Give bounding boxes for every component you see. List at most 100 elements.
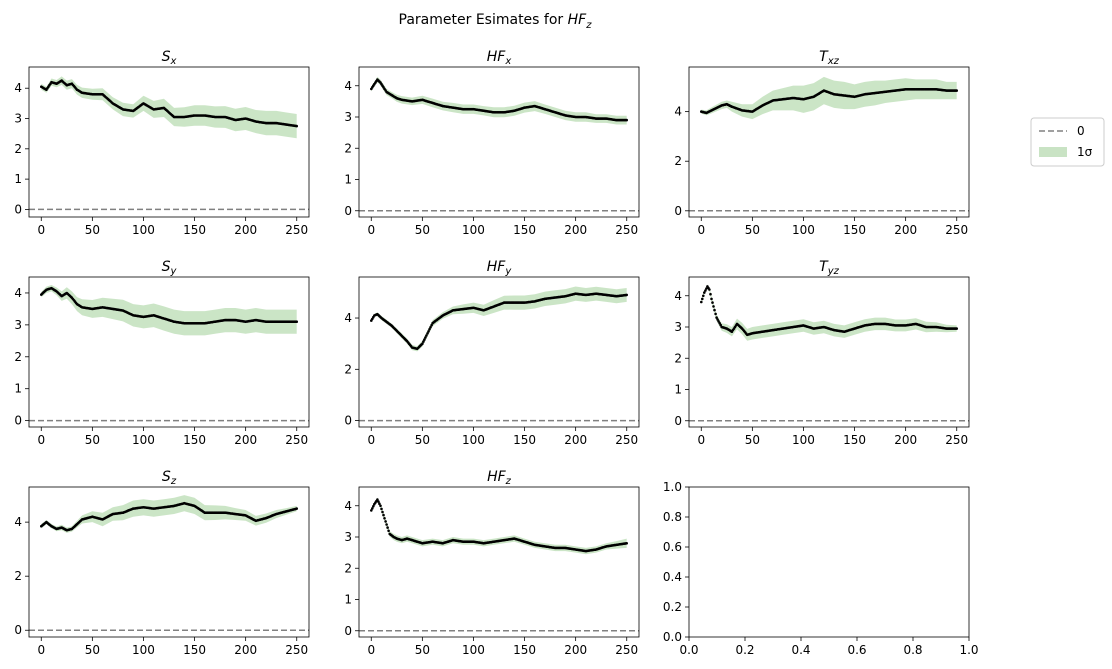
x-tick-label: 200 [234, 223, 257, 237]
estimate-point [371, 507, 374, 510]
subplot-title: Txz [819, 49, 839, 67]
figure-title-subscript: z [585, 20, 592, 31]
plot-area [359, 497, 639, 632]
subplot-3: Txz 0 50 100 150 200 250 0 2 4 [674, 49, 970, 237]
subplot-6: Tyz 0 50 100 150 200 250 0 1 2 3 4 [674, 259, 970, 447]
plot-area [29, 285, 309, 422]
estimate-point [702, 294, 705, 298]
estimate-point [386, 526, 389, 529]
plot-area [359, 76, 639, 212]
subplot-title: Sz [162, 469, 177, 487]
x-tick-label: 200 [894, 433, 917, 447]
x-tick-label: 50 [85, 223, 100, 237]
estimate-point [377, 500, 380, 503]
x-tick-label: 50 [85, 643, 100, 657]
y-tick-label: 2 [344, 561, 352, 575]
estimate-point [423, 338, 426, 341]
y-tick-label: 0 [14, 414, 22, 428]
sigma-band [371, 497, 627, 555]
y-tick-label: 0 [14, 623, 22, 637]
estimate-point [421, 342, 424, 346]
y-tick-label: 0.2 [663, 600, 682, 614]
y-tick-label: 0.4 [663, 570, 682, 584]
y-tick-label: 4 [344, 499, 352, 513]
x-tick-label: 200 [564, 223, 587, 237]
x-tick-label: 50 [415, 223, 430, 237]
y-tick-label: 1 [344, 593, 352, 607]
estimate-point [381, 510, 384, 514]
y-tick-label: 2 [344, 141, 352, 155]
estimate-series [40, 286, 299, 325]
x-tick-label: 0 [367, 643, 375, 657]
x-tick-label: 250 [285, 223, 308, 237]
plot-area [29, 495, 309, 631]
estimate-point [703, 291, 706, 294]
estimate-point [429, 326, 432, 329]
legend-label: 0 [1077, 124, 1085, 138]
estimate-point [705, 287, 708, 290]
subplot-8: HFz 0 50 100 150 200 250 0 1 2 3 4 [344, 469, 640, 657]
x-tick-label: 250 [945, 223, 968, 237]
x-tick-label: 50 [745, 223, 760, 237]
x-tick-label: 100 [462, 223, 485, 237]
x-tick-label: 0 [367, 433, 375, 447]
estimate-point [701, 297, 704, 301]
subplot-title: Sy [162, 259, 178, 277]
x-tick-label: 250 [285, 433, 308, 447]
x-tick-label: 150 [843, 433, 866, 447]
estimate-point [295, 507, 299, 510]
x-tick-label: 0 [37, 643, 45, 657]
y-tick-label: 4 [14, 286, 22, 300]
estimate-point [384, 520, 387, 523]
y-tick-label: 3 [674, 320, 682, 334]
estimate-point [425, 334, 428, 337]
x-tick-label: 150 [513, 643, 536, 657]
x-tick-label: 0.4 [791, 643, 810, 657]
estimate-point [383, 517, 386, 520]
estimate-point [714, 312, 717, 316]
x-tick-label: 250 [615, 223, 638, 237]
x-tick-label: 50 [415, 433, 430, 447]
legend-box [1030, 117, 1105, 167]
estimate-point [380, 507, 383, 511]
legend: 0 1σ [1030, 117, 1105, 167]
estimate-point [625, 542, 628, 545]
y-tick-label: 1 [14, 172, 22, 186]
subplot-2: HFx 0 50 100 150 200 250 0 1 2 3 4 [344, 49, 640, 237]
y-tick-label: 0.8 [663, 510, 682, 524]
y-tick-label: 4 [674, 105, 682, 119]
plot-area [359, 286, 639, 422]
y-tick-label: 2 [344, 362, 352, 376]
y-tick-label: 4 [344, 311, 352, 325]
x-tick-label: 200 [894, 223, 917, 237]
estimate-series [370, 78, 628, 122]
estimate-point [712, 305, 715, 308]
x-tick-label: 1.0 [959, 643, 978, 657]
x-tick-label: 250 [615, 433, 638, 447]
x-tick-label: 0.0 [679, 643, 698, 657]
x-tick-label: 100 [792, 433, 815, 447]
x-tick-label: 100 [462, 643, 485, 657]
axes-frame [688, 276, 970, 428]
axes-frame [358, 276, 640, 428]
subplot-title: HFy [487, 259, 513, 277]
estimate-point [708, 288, 711, 291]
x-tick-label: 0 [37, 433, 45, 447]
estimate-point [387, 529, 390, 533]
estimate-point [424, 336, 427, 339]
estimate-point [428, 328, 431, 331]
estimate-point [427, 330, 430, 333]
subplot-title: HFx [487, 49, 512, 67]
subplot-title: HFz [487, 469, 512, 487]
y-tick-label: 0 [344, 204, 352, 218]
y-tick-label: 1 [674, 383, 682, 397]
estimate-point [370, 509, 373, 512]
y-tick-label: 2 [14, 142, 22, 156]
y-tick-label: 2 [674, 154, 682, 168]
x-tick-label: 100 [132, 433, 155, 447]
x-tick-label: 0 [697, 223, 705, 237]
sigma-band [371, 286, 627, 352]
estimate-point [295, 124, 299, 128]
estimate-point [955, 327, 958, 330]
